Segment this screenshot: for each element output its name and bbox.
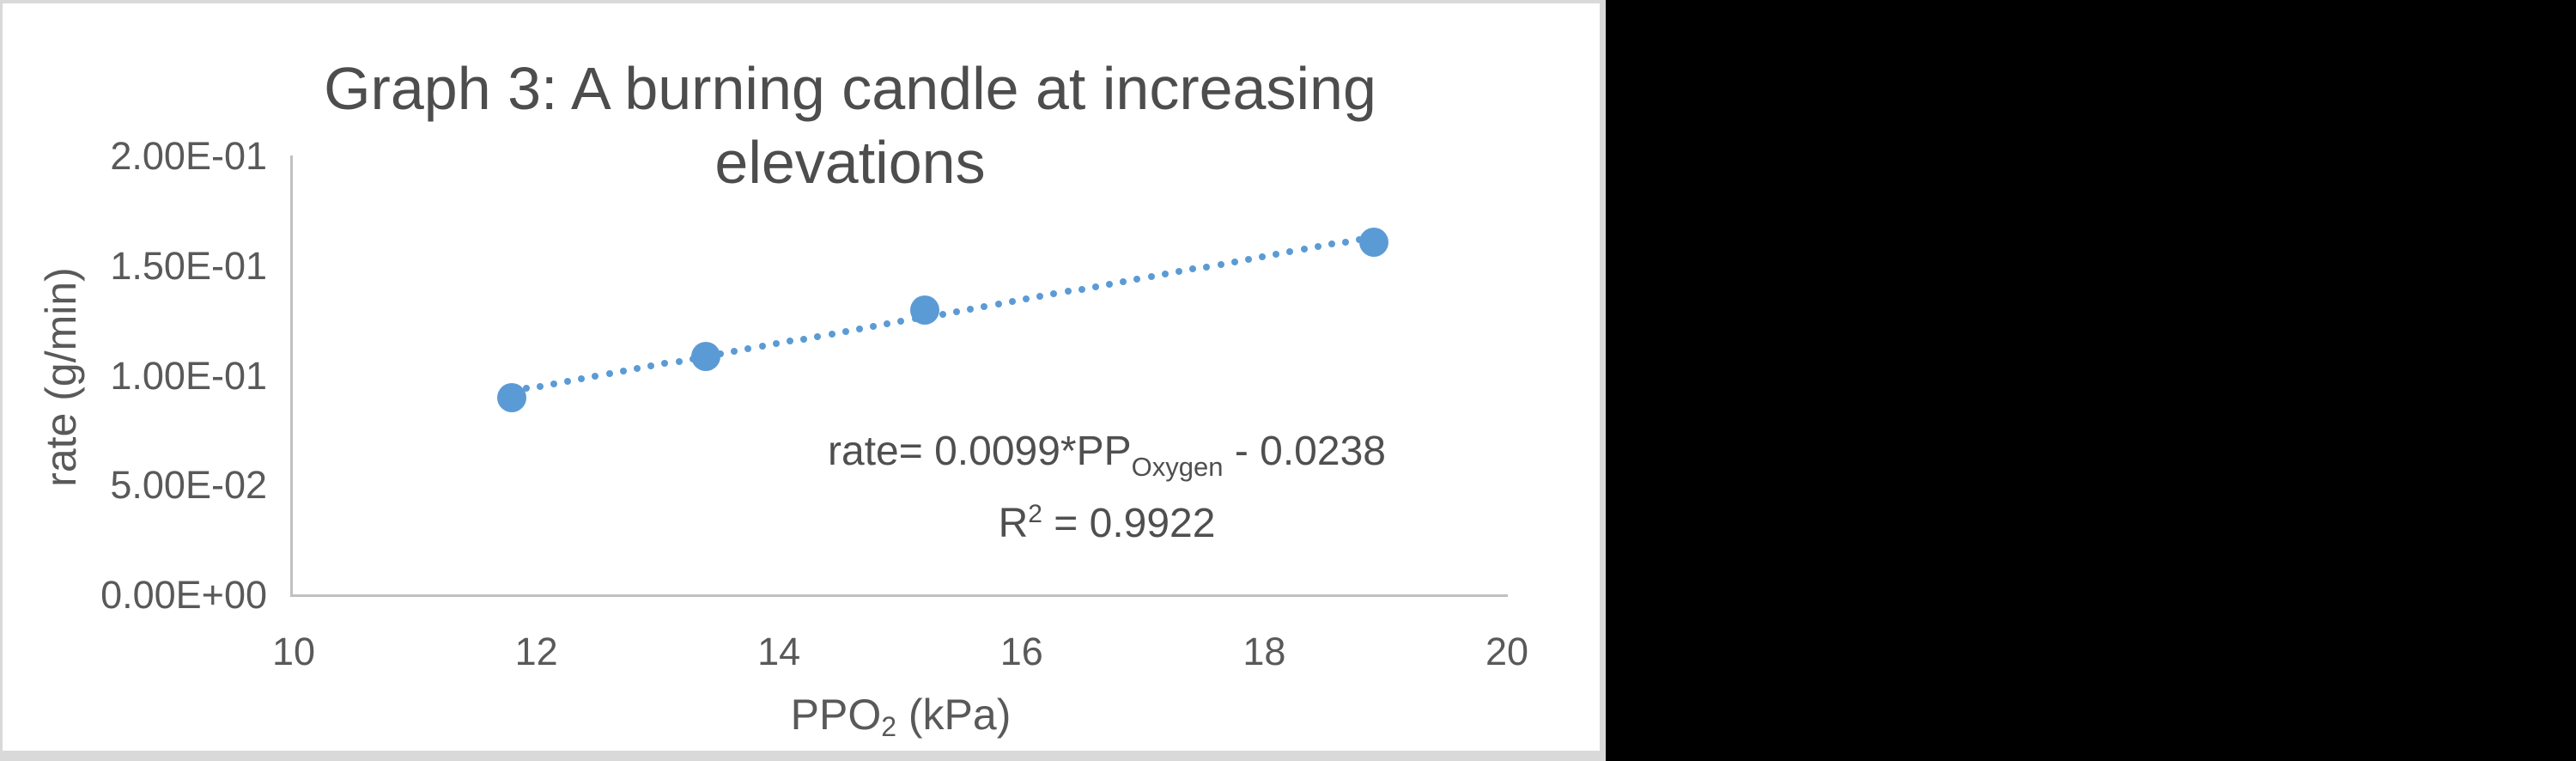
- y-tick-label: 5.00E-02: [110, 463, 267, 508]
- r2-base: R: [998, 501, 1029, 546]
- equation-lhs: rate= 0.0099*PP: [828, 429, 1132, 474]
- y-axis-line: [290, 155, 293, 597]
- x-axis-title-subscript: 2: [881, 711, 897, 742]
- trendline-equation: rate= 0.0099*PPOxygen - 0.0238: [763, 428, 1450, 491]
- y-tick-label: 1.00E-01: [110, 353, 267, 398]
- x-tick-label: 16: [999, 630, 1043, 673]
- equation-rhs: - 0.0238: [1223, 429, 1386, 474]
- y-tick-label: 2.00E-01: [110, 134, 267, 178]
- chart-title-line1: Graph 3: A burning candle at increasing: [324, 55, 1376, 122]
- chart-panel: Graph 3: A burning candle at increasing …: [3, 3, 1600, 751]
- y-tick-label: 1.50E-01: [110, 243, 267, 288]
- data-point-marker: [1358, 227, 1388, 257]
- r-squared-label: R2 = 0.9922: [763, 490, 1450, 548]
- chart-panel-frame: Graph 3: A burning candle at increasing …: [0, 0, 1606, 761]
- chart-title-line2: elevations: [714, 129, 986, 196]
- x-tick-label: 14: [757, 630, 801, 673]
- x-axis-line: [290, 594, 1508, 597]
- equation-subscript: Oxygen: [1131, 452, 1224, 482]
- r2-superscript: 2: [1028, 500, 1042, 528]
- data-point-marker: [497, 383, 527, 413]
- data-point-marker: [691, 341, 721, 371]
- x-tick-label: 20: [1485, 630, 1529, 673]
- x-tick-label: 18: [1242, 630, 1286, 673]
- x-axis-title-unit: (kPa): [896, 691, 1012, 739]
- data-point-marker: [909, 295, 939, 325]
- x-axis-title: PPO2 (kPa): [729, 691, 1072, 751]
- x-axis-title-base: PPO: [790, 691, 882, 739]
- chart-title: Graph 3: A burning candle at increasing …: [249, 52, 1451, 199]
- y-tick-label: 0.00E+00: [100, 573, 267, 617]
- black-background-region: [1606, 0, 2576, 761]
- x-tick-label: 12: [514, 630, 558, 673]
- x-tick-label: 10: [271, 630, 316, 673]
- r2-value: = 0.9922: [1042, 501, 1216, 546]
